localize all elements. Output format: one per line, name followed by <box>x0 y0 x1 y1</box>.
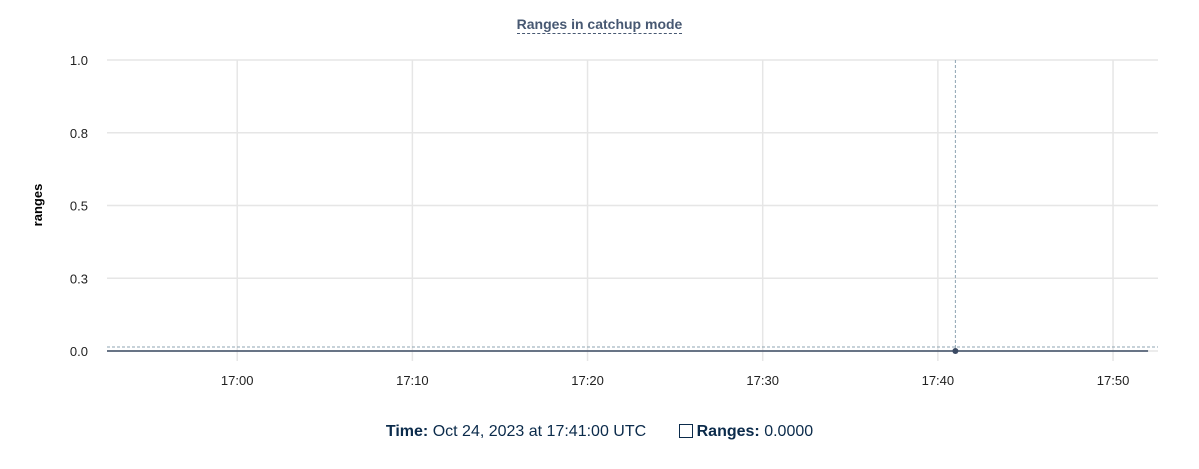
y-tick-label: 0.3 <box>70 271 88 286</box>
x-tick-label: 17:40 <box>922 373 955 388</box>
y-tick-label: 0.0 <box>70 344 88 359</box>
y-tick-label: 0.5 <box>70 199 88 214</box>
x-tick-label: 17:30 <box>746 373 779 388</box>
legend-time-label: Time: <box>385 423 429 440</box>
y-axis-label: ranges <box>30 184 45 227</box>
chart-title-text[interactable]: Ranges in catchup mode <box>516 16 683 34</box>
series-toggle-checkbox[interactable] <box>678 424 693 438</box>
x-tick-label: 17:20 <box>571 373 604 388</box>
y-tick-label: 1.0 <box>70 53 88 68</box>
legend-series-value: 0.0000 <box>764 423 814 440</box>
legend-time-value: Oct 24, 2023 at 17:41:00 UTC <box>432 423 647 440</box>
y-tick-label: 0.8 <box>70 126 88 141</box>
legend-series-label: Ranges: <box>696 423 760 440</box>
chart-title[interactable]: Ranges in catchup mode <box>0 16 1199 34</box>
x-tick-label: 17:00 <box>221 373 254 388</box>
hover-point <box>952 348 959 354</box>
legend: Time: Oct 24, 2023 at 17:41:00 UTC Range… <box>0 423 1199 441</box>
x-tick-label: 17:50 <box>1097 373 1130 388</box>
x-tick-label: 17:10 <box>396 373 429 388</box>
